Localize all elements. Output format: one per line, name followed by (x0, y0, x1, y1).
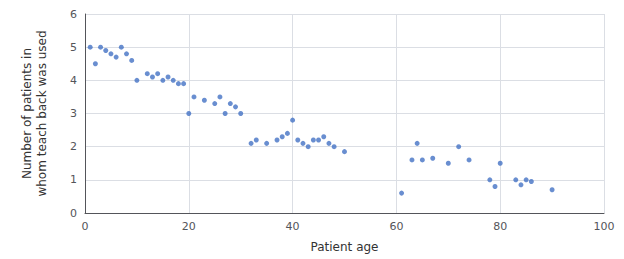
svg-text:Number of patients in: Number of patients in (20, 48, 34, 179)
svg-text:0: 0 (82, 220, 89, 233)
svg-text:3: 3 (70, 107, 77, 120)
svg-text:6: 6 (70, 8, 77, 21)
svg-text:Patient age: Patient age (311, 240, 379, 254)
svg-text:100: 100 (594, 220, 615, 233)
svg-text:20: 20 (182, 220, 196, 233)
svg-text:0: 0 (70, 207, 77, 220)
svg-text:5: 5 (70, 41, 77, 54)
svg-text:1: 1 (70, 173, 77, 186)
svg-text:4: 4 (70, 74, 77, 87)
svg-text:60: 60 (389, 220, 403, 233)
svg-text:2: 2 (70, 140, 77, 153)
svg-text:80: 80 (493, 220, 507, 233)
svg-text:whom teach back was used: whom teach back was used (35, 30, 49, 196)
svg-text:40: 40 (286, 220, 300, 233)
